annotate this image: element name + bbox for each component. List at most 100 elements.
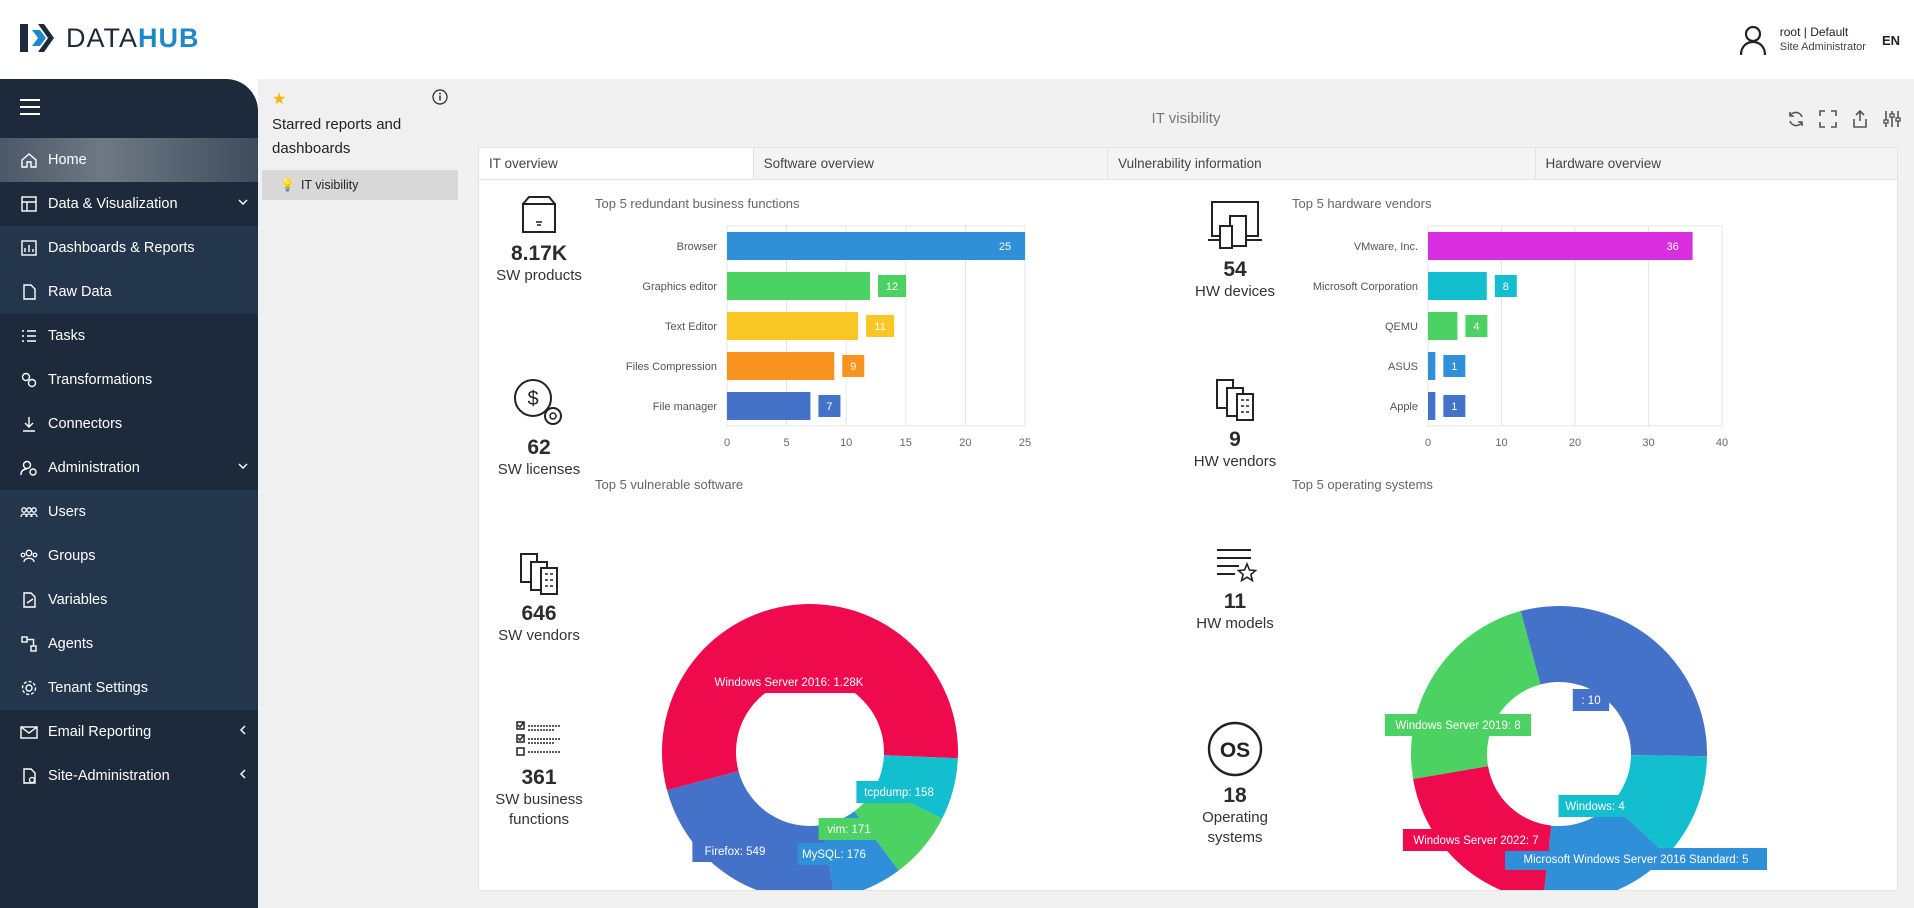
main-content: IT visibility IT overview Software overv…: [458, 79, 1914, 908]
x-tick-label: 10: [840, 437, 852, 449]
hamburger-menu-icon[interactable]: [20, 99, 40, 115]
language-selector[interactable]: EN: [1881, 32, 1900, 48]
fullscreen-icon[interactable]: [1818, 109, 1838, 129]
kpi-hw-models[interactable]: 11 HW models: [1185, 544, 1285, 634]
info-icon[interactable]: [432, 89, 448, 105]
kpi-hw-vendors[interactable]: 9 HW vendors: [1185, 376, 1285, 472]
bar-chart-hardware-vendors[interactable]: 0 10 20 30 40 VMware, Inc. 36 Microsoft Corpora…: [1292, 218, 1752, 450]
bar[interactable]: [1428, 352, 1436, 380]
data-label-box: [1443, 355, 1466, 377]
bar[interactable]: [727, 232, 1025, 260]
bar-chart-redundant-business-functions[interactable]: 0 5 10 15 20 25 Browser 25 Graphics editor 12 Text…: [595, 218, 1035, 450]
category-label: Apple: [1390, 401, 1418, 413]
tasks-icon: [20, 327, 38, 345]
slice-label-box: [1402, 829, 1550, 851]
donut-slice[interactable]: [1413, 766, 1552, 890]
kpi-sw-business-functions[interactable]: 361 SW business functions: [489, 720, 589, 830]
donut-chart-vulnerable-software[interactable]: Windows Server 2016: 1.28K tcpdump: 158 vi…: [639, 490, 1039, 890]
sidebar-item-groups[interactable]: Groups: [0, 534, 258, 578]
kpi-label: HW devices: [1194, 283, 1276, 300]
bar[interactable]: [727, 352, 835, 380]
bar[interactable]: [727, 312, 859, 340]
category-label: File manager: [653, 401, 718, 413]
tab-hardware-overview[interactable]: Hardware overview: [1545, 156, 1662, 171]
data-label-box: [842, 355, 865, 377]
export-icon[interactable]: [1850, 109, 1870, 129]
tab-software-overview[interactable]: Software overview: [754, 148, 1109, 179]
tab-it-overview[interactable]: IT overview: [479, 148, 754, 179]
donut-slice[interactable]: [1611, 755, 1707, 856]
dashboard-tabs: IT overview Software overview Vulnerabil…: [478, 147, 1898, 180]
sidebar-item-connectors[interactable]: Connectors: [0, 402, 258, 446]
slice-label-box: [692, 840, 778, 862]
bar[interactable]: [1428, 392, 1436, 420]
kpi-value: 646: [521, 602, 557, 625]
starred-item-it-visibility[interactable]: 💡 IT visibility: [262, 170, 458, 200]
kpi-sw-vendors[interactable]: 646 SW vendors: [489, 550, 589, 646]
kpi-value: 9: [1229, 428, 1241, 451]
kpi-label: Operating systems: [1202, 809, 1268, 846]
data-label-box: [866, 315, 895, 337]
filter-settings-icon[interactable]: [1882, 109, 1902, 129]
bar[interactable]: [727, 272, 871, 300]
user-menu[interactable]: root | Default Site Administrator EN: [1738, 24, 1900, 56]
sidebar-item-users[interactable]: Users: [0, 490, 258, 534]
data-label-box: [1443, 395, 1466, 417]
donut-slice[interactable]: [662, 604, 958, 791]
datahub-logo-mark-icon: [20, 24, 54, 52]
sidebar-item-tenant-settings[interactable]: Tenant Settings: [0, 666, 258, 710]
donut-slice[interactable]: [1520, 606, 1707, 757]
sidebar-item-label: Variables: [48, 592, 108, 608]
tab-vulnerability-information[interactable]: Vulnerability information: [1108, 148, 1536, 179]
kpi-label: SW vendors: [498, 627, 580, 644]
kpi-label: SW licenses: [497, 461, 581, 478]
sidebar: Home Data & Visualization Dashboards & Rep…: [0, 79, 258, 908]
datahub-logo[interactable]: DATAHUB: [18, 22, 200, 54]
sidebar-item-transformations[interactable]: Transformations: [0, 358, 258, 402]
sidebar-item-label: Raw Data: [48, 284, 112, 300]
data-label: 36: [1666, 241, 1678, 253]
data-label: 11: [874, 321, 885, 333]
donut-slice[interactable]: [667, 771, 835, 890]
sidebar-item-home[interactable]: Home: [0, 138, 258, 182]
sidebar-item-email-reporting[interactable]: Email Reporting: [0, 710, 258, 754]
slice-label: Microsoft Windows Server 2016 Standard: …: [1524, 854, 1749, 866]
data-label-box: [1494, 275, 1517, 297]
bar[interactable]: [1428, 312, 1458, 340]
data-label: 1: [1451, 401, 1457, 413]
bar[interactable]: [1428, 232, 1693, 260]
slice-label-box: [1572, 689, 1610, 711]
kpi-operating-systems[interactable]: OS 18 Operating systems: [1185, 720, 1285, 848]
donut-chart-operating-systems[interactable]: : 10 Windows: 4 Microsoft Windows Server 2…: [1359, 490, 1799, 890]
dashboard-panel: 8.17K SW products $ 62 SW licenses 646 S…: [478, 180, 1898, 891]
sidebar-item-tasks[interactable]: Tasks: [0, 314, 258, 358]
sidebar-item-site-administration[interactable]: Site-Administration: [0, 754, 258, 798]
bar[interactable]: [1428, 272, 1487, 300]
email-icon: [20, 723, 38, 741]
starred-panel: ★ Starred reports and dashboards 💡 IT vi…: [258, 79, 458, 908]
refresh-icon[interactable]: [1786, 109, 1806, 129]
kpi-hw-devices[interactable]: 54 HW devices: [1185, 200, 1285, 302]
data-label-box: [1465, 315, 1488, 337]
sidebar-item-label: Administration: [48, 460, 140, 476]
data-label: 4: [1473, 321, 1479, 333]
slice-label: Windows: 4: [1565, 801, 1625, 813]
sidebar-item-data-visualization[interactable]: Data & Visualization: [0, 182, 258, 226]
transform-icon: [20, 371, 38, 389]
sidebar-item-raw-data[interactable]: Raw Data: [0, 270, 258, 314]
sidebar-item-agents[interactable]: Agents: [0, 622, 258, 666]
donut-slice[interactable]: [1411, 611, 1541, 779]
sidebar-item-dashboards-reports[interactable]: Dashboards & Reports: [0, 226, 258, 270]
slice-label: Firefox: 549: [705, 846, 766, 858]
kpi-label: SW products: [496, 267, 582, 284]
kpi-value: 361: [521, 766, 557, 789]
category-label: Text Editor: [665, 321, 717, 333]
slice-label-box: [1384, 714, 1532, 736]
sidebar-item-administration[interactable]: Administration: [0, 446, 258, 490]
donut-slice[interactable]: [854, 785, 943, 871]
kpi-sw-products[interactable]: 8.17K SW products: [489, 194, 589, 286]
sidebar-item-variables[interactable]: Variables: [0, 578, 258, 622]
kpi-sw-licenses[interactable]: $ 62 SW licenses: [489, 376, 589, 480]
slice-label-box: [797, 843, 871, 865]
bar[interactable]: [727, 392, 811, 420]
